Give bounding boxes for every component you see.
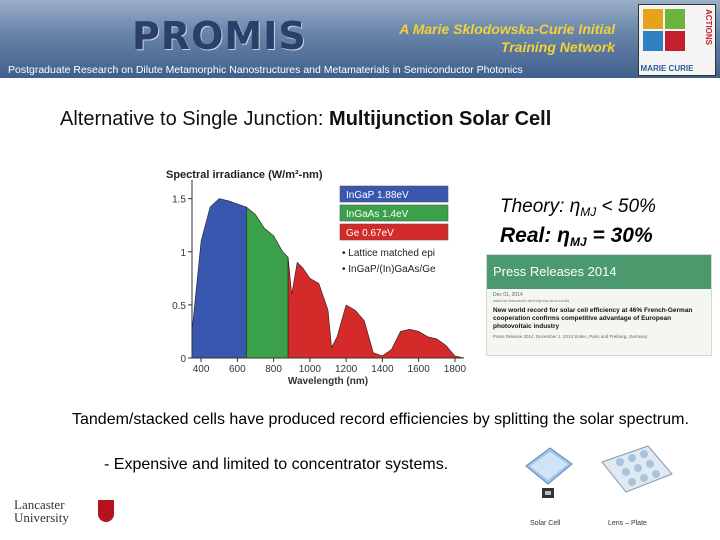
press-release-date: Dec 01, 2014 [493, 292, 523, 298]
y-tick-label: 0.5 [172, 301, 186, 312]
solar-cell-caption: Solar Cell [530, 520, 561, 527]
lancaster-wordmark: Lancaster University [14, 497, 69, 525]
network-title: A Marie Sklodowska-Curie Initial Trainin… [399, 20, 615, 56]
x-tick-label: 1600 [408, 364, 431, 375]
header-banner: PROMIS A Marie Sklodowska-Curie Initial … [0, 0, 720, 78]
press-release-image: Press Releases 2014 Dec 01, 2014 www.ise… [486, 254, 712, 356]
chart-annotation: • InGaP/(In)GaAs/Ge [342, 264, 436, 275]
spectral-irradiance-chart: Spectral irradiance (W/m²-nm) 0 0.5 1 1.5 400… [158, 158, 480, 388]
x-tick-label: 1200 [335, 364, 358, 375]
press-release-url: www.ise.fraunhofer.de/en/press-and-media [493, 298, 570, 303]
x-tick-label: 1000 [299, 364, 322, 375]
x-tick-label: 1800 [444, 364, 467, 375]
x-axis-label: Wavelength (nm) [288, 376, 368, 387]
marie-curie-logo: MARIE CURIE ACTIONS [638, 4, 716, 76]
legend-label: InGaAs 1.4eV [346, 209, 409, 220]
press-release-headline: New world record for solar cell efficien… [493, 307, 693, 330]
lancaster-shield-icon [98, 500, 114, 522]
series-area-3 [287, 257, 465, 359]
y-tick-label: 0 [180, 354, 186, 365]
network-line-1: A Marie Sklodowska-Curie Initial [399, 21, 615, 37]
x-tick-label: 1400 [371, 364, 394, 375]
press-release-banner: Press Releases 2014 [487, 255, 711, 289]
body-paragraph: Tandem/stacked cells have produced recor… [72, 411, 689, 428]
theory-efficiency: Theory: ηMJ < 50% [500, 196, 656, 219]
actions-word: ACTIONS [704, 9, 713, 45]
x-tick-label: 600 [229, 364, 246, 375]
legend-label: InGaP 1.88eV [346, 190, 409, 201]
network-line-2: Training Network [500, 39, 615, 55]
press-release-footnote: Press Release 2014, December 1, 2014 Soi… [493, 334, 648, 339]
y-tick-label: 1 [180, 248, 186, 259]
x-tick-label: 400 [193, 364, 210, 375]
solar-cell-icon [525, 445, 673, 498]
chart-annotation: • Lattice matched epi [342, 248, 435, 259]
y-tick-label: 1.5 [172, 195, 186, 206]
legend-label: Ge 0.67eV [346, 228, 394, 239]
slide-title: Alternative to Single Junction: Multijun… [60, 108, 551, 131]
legend-box [339, 185, 449, 203]
lens-plate-caption: Lens – Plate [608, 520, 647, 527]
bullet-point: - Expensive and limited to concentrator … [104, 456, 449, 473]
slide-title-prefix: Alternative to Single Junction: [60, 108, 330, 130]
x-tick-label: 800 [265, 364, 282, 375]
concentrator-illustration: Solar Cell Lens – Plate [520, 440, 680, 532]
slide-title-bold: Multijunction Solar Cell [329, 108, 552, 130]
chart-title: Spectral irradiance (W/m²-nm) [166, 169, 323, 181]
legend-box [339, 223, 449, 241]
promis-logo: PROMIS [132, 14, 307, 58]
real-efficiency: Real: ηMJ = 30% [500, 224, 653, 249]
legend-box [339, 204, 449, 222]
header-subtitle: Postgraduate Research on Dilute Metamorp… [8, 64, 523, 76]
marie-curie-word: MARIE CURIE [640, 64, 694, 73]
lancaster-university-logo: Lancaster University [14, 498, 114, 526]
